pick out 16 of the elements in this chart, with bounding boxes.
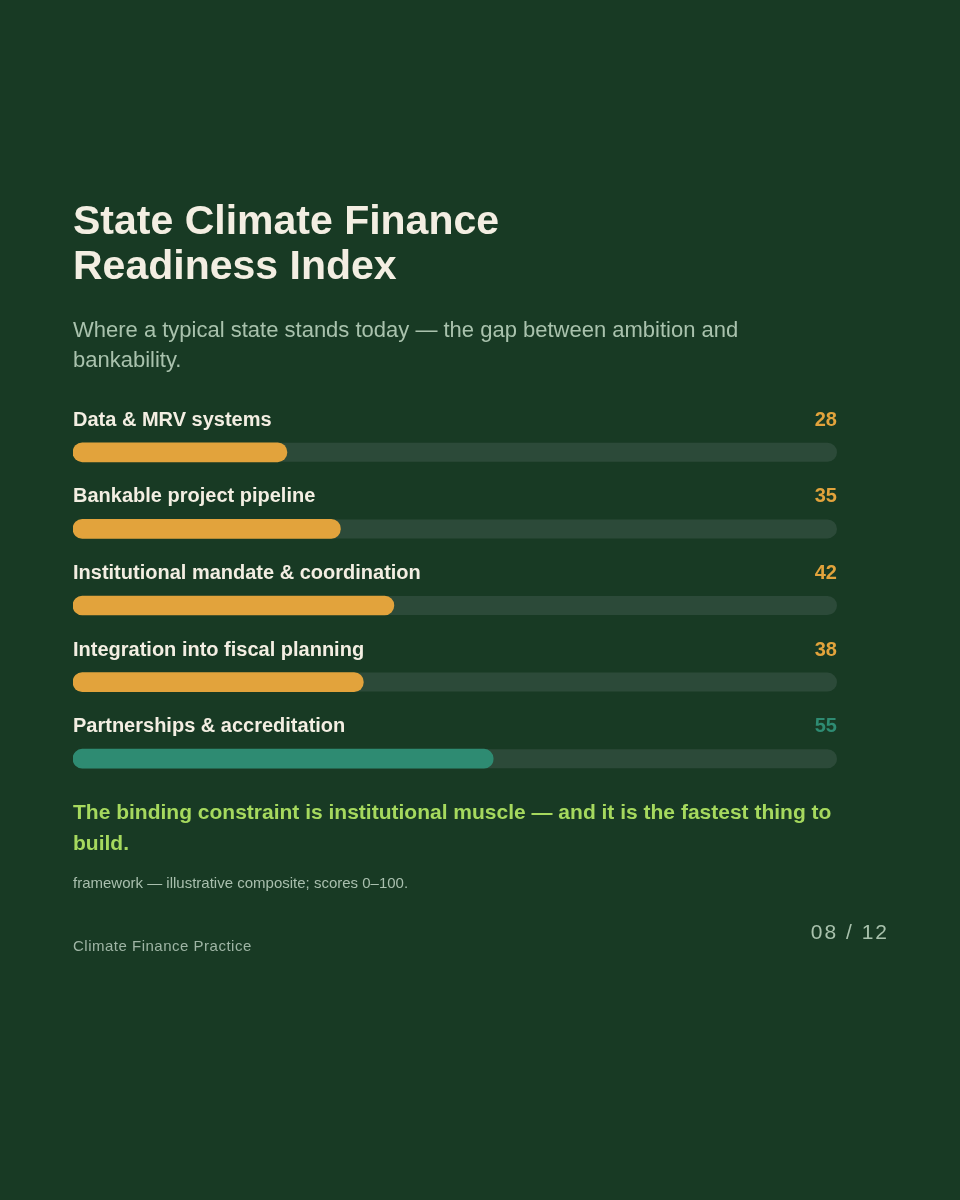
data-label: 55 — [814, 714, 837, 737]
text: framework — illustrative composite; scores 0–100. — [73, 873, 410, 893]
text: Climate Finance Practice — [73, 936, 253, 956]
y-tick-label: Partnerships & accreditation — [73, 714, 346, 737]
data-label: 42 — [814, 561, 837, 584]
chart-subtitle: Where a typical state stands today — the gap between ambition and bankability. — [73, 316, 740, 374]
text: 08 / 12 — [810, 919, 889, 945]
text: The binding constraint is institutional muscle — and it is the fastest thing to build. — [73, 799, 833, 856]
y-tick-label: Data & MRV systems — [73, 407, 272, 430]
data-label: 28 — [814, 407, 837, 430]
chart-title: State Climate Finance Readiness Index — [73, 197, 501, 288]
y-tick-label: Integration into fiscal planning — [73, 637, 365, 660]
data-label: 38 — [814, 637, 837, 660]
y-tick-label: Bankable project pipeline — [73, 484, 316, 507]
y-tick-label: Institutional mandate & coordination — [73, 561, 421, 584]
data-label: 35 — [814, 484, 837, 507]
